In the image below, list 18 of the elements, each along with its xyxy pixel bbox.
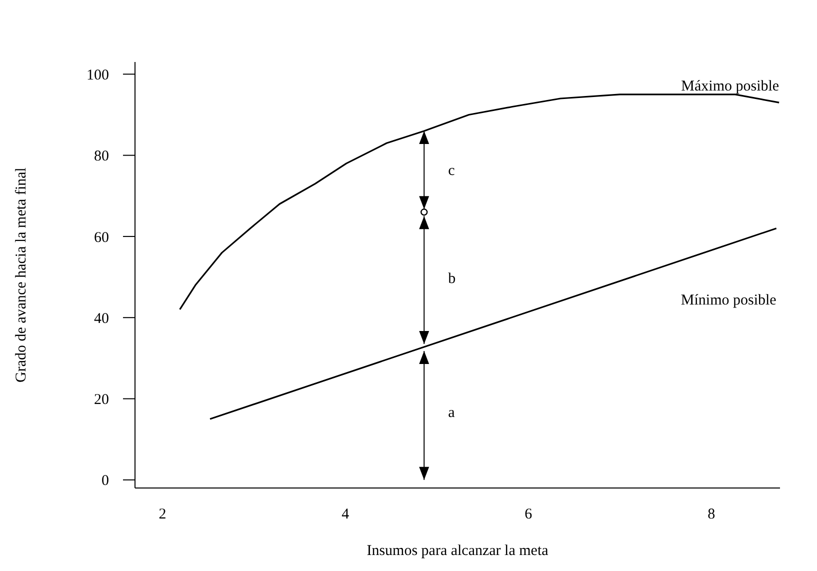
x-tick-label: 4 — [342, 506, 350, 523]
y-tick-label: 60 — [94, 230, 109, 246]
annotation: a — [448, 404, 456, 421]
y-tick-label: 0 — [102, 473, 109, 490]
annotation: b — [448, 270, 456, 287]
y-tick-label: 40 — [94, 310, 109, 327]
x-axis-title: Insumos para alcanzar la meta — [366, 543, 549, 559]
y-tick-label: 100 — [86, 67, 109, 84]
text: Mínimo posible — [680, 292, 777, 308]
series-label: Máximo posible — [681, 78, 780, 95]
y-tick-label: 20 — [94, 392, 109, 408]
y-axis-title: Grado de avance hacia la meta final — [13, 168, 30, 382]
x-tick-label: 8 — [708, 506, 716, 523]
x-tick-label: 6 — [524, 506, 533, 523]
x-tick-label: 2 — [158, 506, 166, 523]
annotation: c — [448, 162, 456, 179]
y-tick-label: 80 — [94, 148, 109, 165]
line-series — [179, 94, 780, 310]
